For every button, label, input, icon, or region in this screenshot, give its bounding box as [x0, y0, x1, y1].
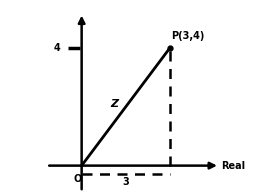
Text: Real: Real: [221, 161, 245, 171]
Text: 4: 4: [53, 43, 60, 53]
Text: O: O: [73, 174, 81, 184]
Text: Z: Z: [110, 99, 118, 109]
Text: 3: 3: [122, 177, 129, 187]
Text: P(3,4): P(3,4): [171, 31, 205, 41]
